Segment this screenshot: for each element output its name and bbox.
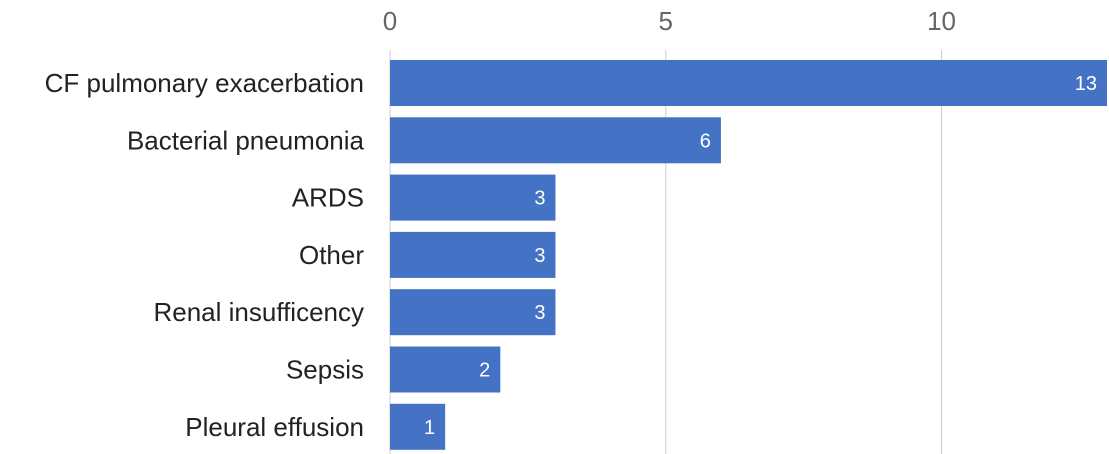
bar xyxy=(390,403,446,450)
data-label: 1 xyxy=(424,417,435,439)
category-label: Other xyxy=(299,240,364,270)
category-label: Sepsis xyxy=(286,355,364,385)
x-axis-ticks: 0 5 10 xyxy=(383,6,956,36)
bar xyxy=(390,117,721,164)
data-label: 13 xyxy=(1075,73,1097,95)
bar xyxy=(390,60,1107,106)
bar xyxy=(390,231,556,278)
category-label: Pleural effusion xyxy=(185,412,364,442)
category-label: Bacterial pneumonia xyxy=(127,125,365,155)
category-labels: CF pulmonary exacerbation Bacterial pneum… xyxy=(45,68,365,442)
x-tick-label: 10 xyxy=(927,6,956,36)
category-label: Renal insufficency xyxy=(153,297,364,327)
x-tick-label: 0 xyxy=(383,6,397,36)
bars xyxy=(390,60,1107,450)
bar xyxy=(390,174,556,221)
data-labels: 13 6 3 3 3 2 1 xyxy=(424,73,1097,439)
data-label: 3 xyxy=(534,188,545,210)
data-label: 3 xyxy=(534,245,545,267)
category-label: ARDS xyxy=(292,183,364,213)
data-label: 6 xyxy=(700,130,711,152)
data-label: 3 xyxy=(534,302,545,324)
x-tick-label: 5 xyxy=(659,6,673,36)
category-label: CF pulmonary exacerbation xyxy=(45,68,364,98)
bar xyxy=(390,346,501,393)
data-label: 2 xyxy=(479,360,490,382)
bar xyxy=(390,289,556,336)
